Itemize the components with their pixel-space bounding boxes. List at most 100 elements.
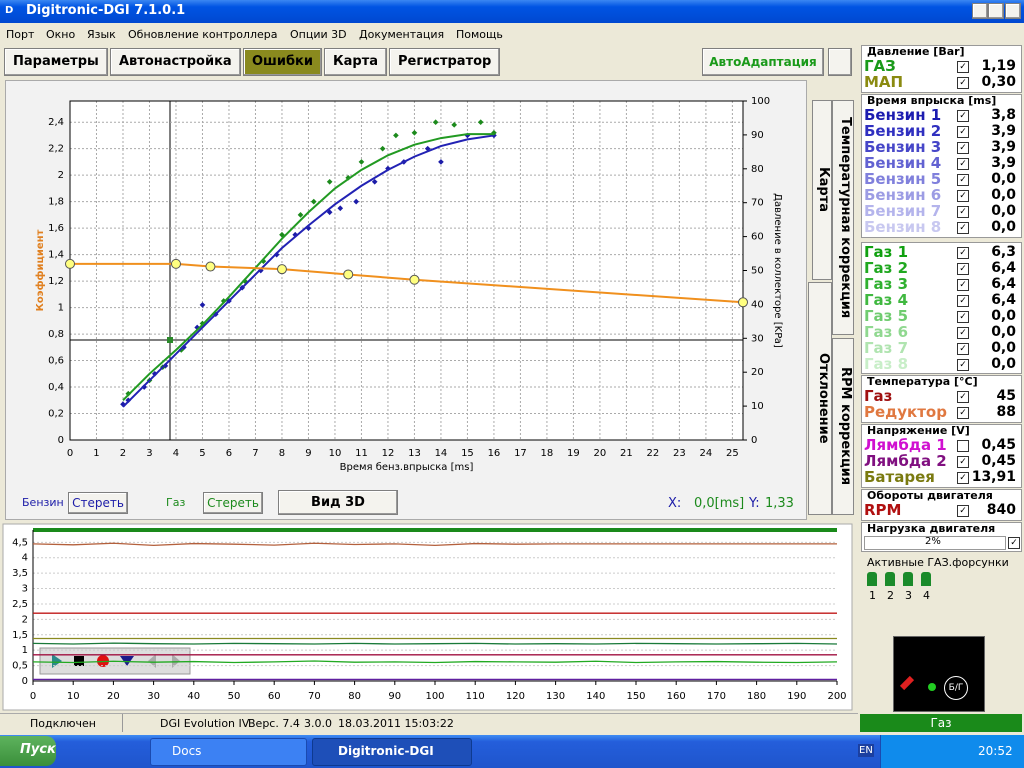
tab[interactable]: Карта <box>324 48 388 76</box>
checkbox[interactable]: ✓ <box>957 126 969 138</box>
checkbox[interactable]: ✓ <box>957 456 969 468</box>
row-value: 45 <box>996 388 1016 404</box>
x-tick-label: 5 <box>199 448 205 459</box>
row-value: 0,45 <box>981 453 1016 469</box>
checkbox[interactable] <box>957 440 969 452</box>
checkbox[interactable]: ✓ <box>957 407 969 419</box>
info-button[interactable] <box>828 48 852 76</box>
clear-petrol-button[interactable]: Стереть <box>68 492 128 514</box>
menu-item[interactable]: Документация <box>359 28 445 41</box>
checkbox[interactable]: ✓ <box>957 327 969 339</box>
lang-indicator[interactable]: EN <box>858 744 874 757</box>
prev-button[interactable] <box>148 654 156 668</box>
y-tick-label: 1 <box>22 645 28 656</box>
menu-item[interactable]: Порт <box>6 28 35 41</box>
checkbox[interactable]: ✓ <box>957 158 969 170</box>
checkbox[interactable]: ✓ <box>957 505 969 517</box>
x-tick-label: 8 <box>279 448 285 459</box>
y2-tick-label: 0 <box>751 435 757 446</box>
row-value: 0,30 <box>981 74 1016 90</box>
start-button[interactable] <box>0 736 56 766</box>
row-label: Редуктор <box>864 403 947 421</box>
checkbox[interactable]: ✓ <box>957 279 969 291</box>
y-axis-label: Коэффициент <box>34 229 46 311</box>
section-title: Температура [°C] <box>867 375 978 388</box>
menu-item[interactable]: Опции 3D <box>290 28 347 41</box>
task-docs[interactable] <box>150 738 307 766</box>
checkbox[interactable]: ✓ <box>957 110 969 122</box>
fit-line <box>122 134 495 408</box>
row-label: Бензин 7 <box>864 202 942 220</box>
side-tab[interactable]: Отклонение <box>808 282 832 515</box>
menu-item[interactable]: Язык <box>87 28 116 41</box>
row-value: 6,4 <box>991 260 1016 276</box>
signal-line <box>32 642 838 645</box>
y-tick-label: 0,2 <box>48 409 64 420</box>
tab[interactable]: Автонастройка <box>110 48 241 76</box>
task-dgi-label: Digitronic-DGI <box>338 744 434 758</box>
clear-gas-button[interactable]: Стереть <box>203 492 263 514</box>
x-tick-label: 170 <box>707 691 726 702</box>
checkbox[interactable]: ✓ <box>957 311 969 323</box>
checkbox[interactable]: ✓ <box>1008 537 1020 549</box>
checkbox[interactable]: ✓ <box>957 77 969 89</box>
section-box <box>861 94 1022 238</box>
section-box <box>861 489 1022 521</box>
view-3d-button[interactable]: Вид 3D <box>278 490 398 515</box>
window-title: Digitronic-DGI 7.1.0.1 <box>26 3 186 18</box>
menu-item[interactable]: Помощь <box>456 28 503 41</box>
checkbox[interactable]: ✓ <box>957 174 969 186</box>
checkbox[interactable]: ✓ <box>957 247 969 259</box>
tab[interactable]: Регистратор <box>389 48 501 76</box>
checkbox[interactable]: ✓ <box>957 343 969 355</box>
checkbox[interactable]: ✓ <box>957 190 969 202</box>
checkbox[interactable]: ✓ <box>957 263 969 275</box>
y-tick-label: 2,4 <box>48 117 64 128</box>
checkbox[interactable]: ✓ <box>957 295 969 307</box>
checkbox[interactable]: ✓ <box>957 391 969 403</box>
row-label: Бензин 1 <box>864 106 942 124</box>
x-tick-label: 10 <box>67 691 80 702</box>
tab[interactable]: Ошибки <box>243 48 322 76</box>
checkbox[interactable]: ✓ <box>957 359 969 371</box>
x-tick-label: 21 <box>620 448 633 459</box>
y-tick-label: 1,2 <box>48 276 64 287</box>
x-tick-label: 17 <box>514 448 527 459</box>
load-bar <box>864 536 1006 550</box>
checkbox[interactable]: ✓ <box>957 222 969 234</box>
task-dgi[interactable] <box>312 738 472 766</box>
data-point <box>358 159 365 165</box>
side-tab[interactable]: RPM коррекция <box>832 338 854 515</box>
checkbox[interactable]: ✓ <box>957 472 969 484</box>
checkbox[interactable]: ✓ <box>957 206 969 218</box>
row-label: Лямбда 2 <box>864 452 947 470</box>
y-tick-label: 4,5 <box>12 537 28 548</box>
x-tick-label: 16 <box>488 448 501 459</box>
menu-item[interactable]: Обновление контроллера <box>128 28 278 41</box>
row-label: Газ 3 <box>864 275 909 293</box>
x-tick-label: 2 <box>120 448 126 459</box>
row-label: Газ <box>864 387 893 405</box>
maximize-button[interactable] <box>988 3 1004 19</box>
status-field: Верс. 7.4 <box>248 717 300 730</box>
injector-icon <box>903 572 913 586</box>
x-tick-label: 70 <box>308 691 321 702</box>
side-tab[interactable]: Карта <box>812 100 832 280</box>
y2-axis-label: Давление в коллекторе [KPa] <box>772 193 783 348</box>
side-tab[interactable]: Температурная коррекция <box>832 100 854 335</box>
menu-item[interactable]: Окно <box>46 28 76 41</box>
play-button[interactable] <box>52 654 62 668</box>
row-label: Газ 6 <box>864 323 909 341</box>
tab[interactable]: Параметры <box>4 48 108 76</box>
stop-button[interactable] <box>74 656 84 666</box>
auto-adapt-button[interactable]: АвтоАдаптация <box>702 48 824 76</box>
x-tick-label: 140 <box>586 691 605 702</box>
checkbox[interactable]: ✓ <box>957 142 969 154</box>
tray <box>880 735 1024 768</box>
minimize-button[interactable] <box>972 3 988 19</box>
close-button[interactable] <box>1005 3 1021 19</box>
y-tick-label: 1,8 <box>48 197 64 208</box>
data-point <box>337 205 344 212</box>
next-button[interactable] <box>172 654 180 668</box>
checkbox[interactable]: ✓ <box>957 61 969 73</box>
